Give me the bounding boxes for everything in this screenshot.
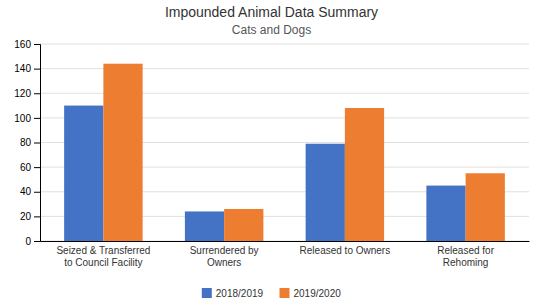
legend: 2018/2019 2019/2020 bbox=[202, 288, 341, 299]
y-tick: 140 bbox=[14, 63, 40, 74]
y-axis-line bbox=[34, 45, 41, 242]
x-tick-label-line: to Council Facility bbox=[64, 257, 142, 268]
y-tick-label: 100 bbox=[14, 113, 31, 124]
x-tick-label: Surrendered byOwners bbox=[190, 245, 259, 268]
y-tick: 100 bbox=[14, 113, 40, 124]
y-tick-label: 60 bbox=[20, 162, 32, 173]
plot: 0 20 40 60 80 100 120 140 160 Seized & Transferre… bbox=[14, 39, 529, 268]
x-tick-label-line: Released to Owners bbox=[300, 245, 391, 256]
x-axis-line bbox=[41, 241, 530, 242]
grid bbox=[40, 44, 529, 241]
y-tick-mark bbox=[34, 192, 40, 193]
x-tick: Released forRehoming bbox=[437, 245, 494, 268]
bar bbox=[103, 64, 142, 241]
x-tick-label-line: Seized & Transferred bbox=[56, 245, 150, 256]
y-tick-label: 160 bbox=[14, 39, 31, 50]
grid-line bbox=[40, 44, 529, 45]
legend-label: 2018/2019 bbox=[216, 288, 264, 299]
bar bbox=[466, 173, 505, 241]
x-axis: Seized & Transferredto Council FacilityS… bbox=[41, 242, 530, 268]
x-tick-label-line: Surrendered by bbox=[190, 245, 259, 256]
chart: Impounded Animal Data Summary Cats and Do… bbox=[0, 0, 543, 305]
y-tick-mark bbox=[34, 167, 40, 168]
y-tick: 160 bbox=[14, 39, 40, 50]
y-tick-label: 140 bbox=[14, 63, 31, 74]
y-tick: 80 bbox=[20, 137, 40, 148]
x-tick-label-line: Owners bbox=[207, 257, 241, 268]
x-tick-label: Released forRehoming bbox=[437, 245, 494, 268]
bar bbox=[306, 144, 345, 241]
y-tick: 40 bbox=[20, 186, 40, 197]
y-tick-label: 0 bbox=[25, 236, 31, 247]
bar bbox=[426, 186, 465, 241]
x-tick-label: Released to Owners bbox=[300, 245, 391, 256]
x-tick: Surrendered byOwners bbox=[190, 245, 259, 268]
y-tick-mark bbox=[34, 93, 40, 94]
y-tick-label: 80 bbox=[20, 137, 32, 148]
legend-swatch bbox=[202, 288, 212, 298]
bar bbox=[185, 211, 224, 241]
x-tick-label-line: Rehoming bbox=[443, 257, 489, 268]
y-tick: 0 bbox=[25, 236, 40, 247]
y-tick-mark bbox=[34, 216, 40, 217]
y-tick: 20 bbox=[20, 211, 40, 222]
legend-swatch bbox=[280, 288, 290, 298]
y-tick-mark bbox=[34, 69, 40, 70]
y-tick-mark bbox=[34, 143, 40, 144]
y-tick-mark bbox=[34, 241, 40, 242]
bar bbox=[224, 209, 263, 241]
title: Impounded Animal Data Summary bbox=[165, 4, 378, 20]
y-tick-label: 20 bbox=[20, 211, 32, 222]
x-tick-label: Seized & Transferredto Council Facility bbox=[56, 245, 150, 268]
y-tick: 120 bbox=[14, 88, 40, 99]
bar bbox=[64, 106, 103, 241]
x-tick-label-line: Released for bbox=[437, 245, 494, 256]
bar bbox=[345, 108, 384, 241]
legend-label: 2019/2020 bbox=[294, 288, 342, 299]
x-tick: Seized & Transferredto Council Facility bbox=[56, 245, 150, 268]
y-tick-mark bbox=[34, 118, 40, 119]
bars bbox=[64, 64, 505, 241]
y-tick: 60 bbox=[20, 162, 40, 173]
x-tick: Released to Owners bbox=[300, 245, 391, 256]
y-tick-label: 40 bbox=[20, 186, 32, 197]
subtitle: Cats and Dogs bbox=[232, 23, 311, 37]
legend-item: 2019/2020 bbox=[280, 288, 342, 299]
y-tick-mark bbox=[34, 44, 40, 45]
y-tick-label: 120 bbox=[14, 88, 31, 99]
legend-item: 2018/2019 bbox=[202, 288, 264, 299]
y-axis: 0 20 40 60 80 100 120 140 160 bbox=[14, 39, 40, 247]
